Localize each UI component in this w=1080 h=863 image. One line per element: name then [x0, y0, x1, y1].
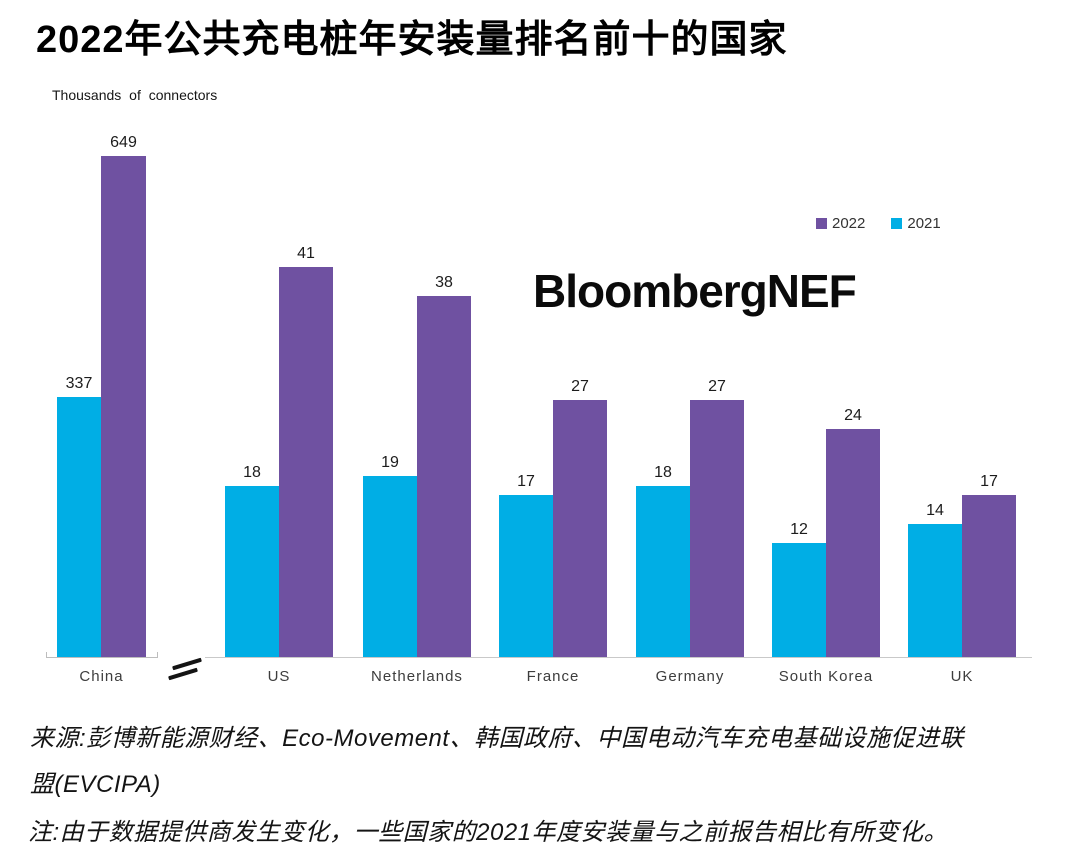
category-label-uk: UK	[950, 668, 974, 685]
category-label-germany: Germany	[655, 668, 725, 685]
category-label-france: France	[526, 668, 580, 685]
value-label-2022-germany: 27	[708, 378, 726, 395]
bar-2021-south-korea	[772, 543, 826, 657]
legend-swatch-icon	[816, 218, 827, 229]
chart-title: 2022年公共充电桩年安装量排名前十的国家	[36, 19, 788, 61]
china-axis-line	[46, 652, 158, 658]
legend-swatch-icon	[891, 218, 903, 229]
bar-2021-us	[225, 486, 279, 657]
axis-break-stroke	[172, 657, 202, 671]
value-label-2021-china: 337	[65, 375, 93, 392]
category-label-us: US	[267, 668, 291, 685]
source-text-line2: 盟(EVCIPA)	[30, 771, 161, 798]
source-text-line1: 来源:彭博新能源财经、Eco-Movement、韩国政府、中国电动汽车充电基础设…	[30, 725, 965, 752]
value-label-2022-south-korea: 24	[844, 407, 862, 424]
axis-unit-label: Thousands of connectors	[52, 87, 218, 103]
bar-2021-china	[57, 397, 101, 657]
value-label-2022-us: 41	[297, 245, 315, 262]
bar-2021-netherlands	[363, 476, 417, 657]
bar-2021-germany	[636, 486, 690, 657]
note-text: 注:由于数据提供商发生变化，一些国家的2021年度安装量与之前报告相比有所变化。	[28, 819, 949, 846]
value-label-2021-south-korea: 12	[790, 521, 808, 538]
value-label-2021-germany: 18	[654, 464, 672, 481]
bar-2021-uk	[908, 524, 962, 657]
bar-2022-france	[553, 400, 607, 657]
value-label-2021-france: 17	[517, 473, 535, 490]
value-label-2021-us: 18	[243, 464, 261, 481]
bar-2022-us	[279, 267, 333, 657]
axis-break-symbol	[168, 657, 203, 686]
category-label-china: China	[79, 668, 124, 685]
category-label-south-korea: South Korea	[778, 668, 874, 685]
bar-2021-france	[499, 495, 553, 657]
legend-label: 2021	[907, 215, 941, 232]
value-label-2022-netherlands: 38	[435, 274, 453, 291]
main-axis-line	[205, 657, 1032, 658]
legend-item-2022: 2022	[816, 215, 865, 232]
value-label-2021-uk: 14	[926, 502, 944, 519]
bar-2022-uk	[962, 495, 1016, 657]
value-label-2022-china: 649	[110, 134, 137, 151]
brand-watermark: BloombergNEF	[533, 265, 857, 317]
legend-label: 2022	[832, 215, 866, 232]
bar-2022-china	[101, 156, 146, 657]
value-label-2022-uk: 17	[980, 473, 998, 490]
legend-item-2021: 2021	[891, 215, 941, 232]
value-label-2022-france: 27	[571, 378, 589, 395]
value-label-2021-netherlands: 19	[381, 454, 399, 471]
bar-2022-netherlands	[417, 296, 471, 657]
legend: 2022 2021	[816, 215, 941, 232]
category-label-netherlands: Netherlands	[371, 668, 463, 685]
bar-2022-germany	[690, 400, 744, 657]
bar-2022-south-korea	[826, 429, 880, 657]
